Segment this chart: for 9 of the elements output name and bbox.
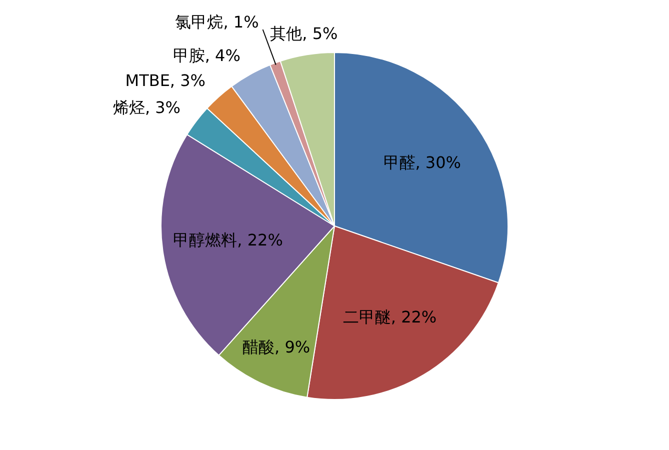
slice-label: MTBE, 3% (125, 70, 206, 90)
slice-label: 醋酸, 9% (242, 337, 310, 356)
slice-label: 其他, 5% (270, 24, 338, 44)
slice-label: 烯烃, 3% (112, 98, 181, 117)
slice-label: 甲胺, 4% (172, 46, 240, 66)
slice-label: 甲醇燃料, 22% (173, 230, 283, 250)
slice-label: 二甲醚, 22% (342, 307, 437, 326)
slice-label: 氯甲烷, 1% (175, 12, 259, 32)
slice-label: 甲醛, 30% (383, 152, 461, 172)
